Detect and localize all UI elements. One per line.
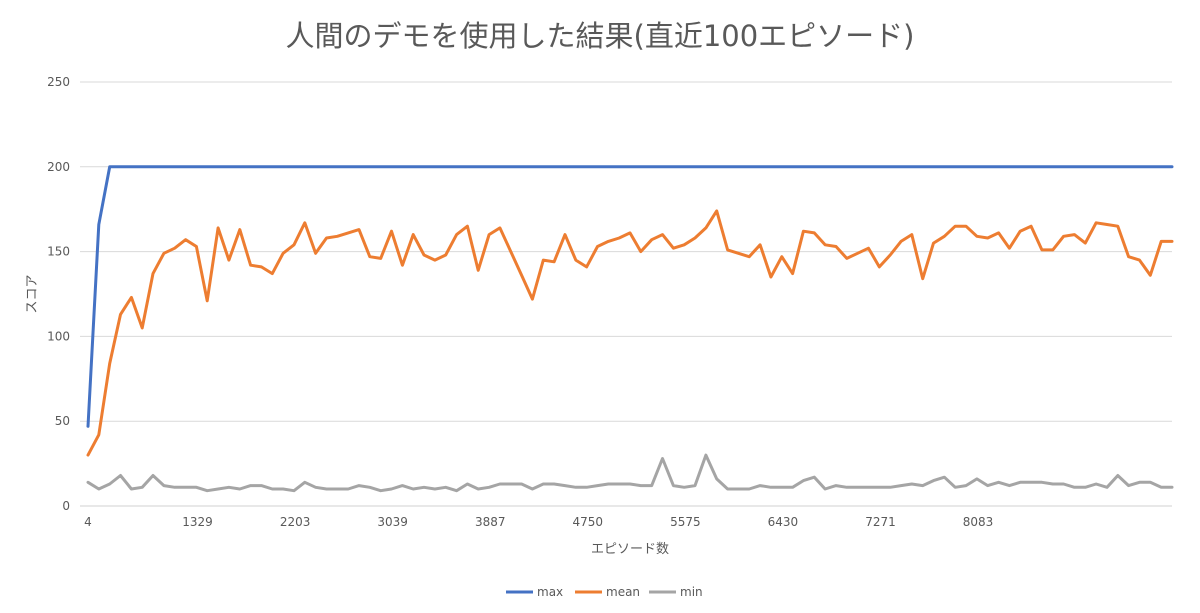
x-tick-label: 8083 [963, 515, 994, 529]
y-tick-label: 50 [55, 414, 70, 428]
y-tick-label: 100 [47, 329, 70, 343]
x-tick-label: 7271 [865, 515, 896, 529]
x-tick-label: 4750 [573, 515, 604, 529]
y-tick-label: 250 [47, 75, 70, 89]
chart-title: 人間のデモを使用した結果(直近100エピソード) [286, 19, 915, 53]
x-axis-ticks: 4 1329 2203 3039 3887 4750 5575 6430 7271 8083 [84, 515, 993, 529]
gridlines [80, 81, 1172, 507]
x-tick-label: 2203 [280, 515, 311, 529]
x-tick-label: 1329 [182, 515, 213, 529]
series-line-mean [86, 209, 1174, 457]
y-axis-label: スコア [25, 274, 40, 313]
legend: max mean min [506, 585, 703, 599]
y-axis-ticks: 0 50 100 150 200 250 [47, 75, 70, 513]
y-tick-label: 150 [47, 245, 70, 259]
series-line-min [86, 453, 1174, 493]
y-tick-label: 0 [62, 499, 70, 513]
y-tick-label: 200 [47, 160, 70, 174]
x-tick-label: 5575 [670, 515, 701, 529]
legend-label-min: min [680, 585, 703, 599]
series-lines [86, 165, 1174, 493]
legend-label-mean: mean [606, 585, 640, 599]
series-line-max [86, 165, 1174, 428]
x-tick-label: 3887 [475, 515, 506, 529]
x-tick-label: 4 [84, 515, 92, 529]
legend-label-max: max [537, 585, 563, 599]
x-tick-label: 3039 [377, 515, 408, 529]
x-axis-label: エピソード数 [591, 542, 669, 557]
x-tick-label: 6430 [768, 515, 799, 529]
